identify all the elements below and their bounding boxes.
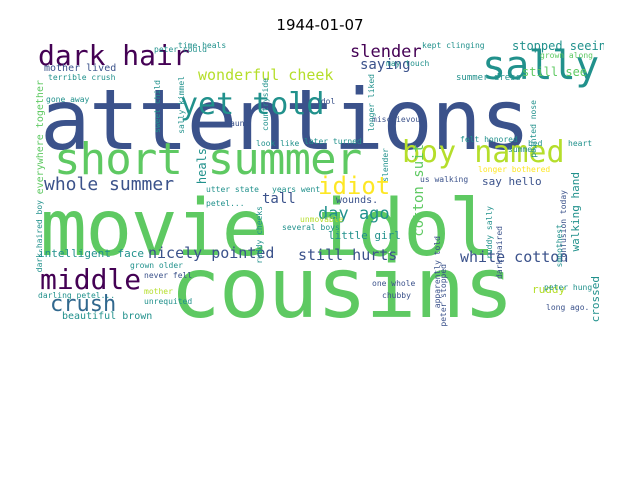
cloud-word: peter could bbox=[154, 45, 207, 54]
cloud-word: nicely pointed bbox=[148, 244, 275, 262]
cloud-word: yet told bbox=[180, 87, 325, 122]
cloud-word: walking hand bbox=[569, 172, 582, 252]
cloud-word: several boys bbox=[282, 223, 340, 232]
cloud-word: mother bbox=[144, 287, 173, 296]
cloud-word: stopped seeing bbox=[512, 40, 604, 53]
cloud-word: sally bbox=[482, 43, 599, 89]
cloud-word: intelligent face bbox=[38, 247, 144, 260]
cloud-word: countryside bbox=[261, 78, 270, 131]
cloud-word: white cotton bbox=[460, 248, 569, 266]
cloud-word: chubby bbox=[382, 291, 411, 300]
cloud-word: cousins bbox=[170, 239, 514, 326]
cloud-word: still see bbox=[522, 65, 588, 79]
cloud-word: unrequited bbox=[144, 297, 193, 306]
cloud-word: may touch bbox=[386, 59, 430, 68]
cloud-word: boy named bbox=[402, 135, 565, 170]
cloud-word: peter hung bbox=[544, 283, 593, 292]
cloud-word: heart bbox=[568, 139, 593, 148]
cloud-word: later turned bbox=[304, 137, 362, 146]
cloud-word: summer bbox=[508, 145, 537, 154]
cloud-word: whole summer bbox=[44, 174, 175, 195]
cloud-word: movie idol bbox=[40, 184, 496, 274]
cloud-word: grown older bbox=[130, 261, 183, 270]
cloud-word: ruddy sally bbox=[485, 206, 494, 259]
cloud-word: attentions bbox=[40, 71, 531, 169]
cloud-word: look like bbox=[256, 139, 300, 148]
cloud-word: wonderful cheek bbox=[198, 66, 334, 84]
cloud-word: dark hair bbox=[38, 40, 190, 72]
cloud-word: saying bbox=[360, 57, 411, 73]
cloud-word: us walking bbox=[420, 175, 469, 184]
cloud-word: idol bbox=[316, 97, 336, 106]
cloud-word: years went bbox=[272, 185, 321, 194]
cloud-word: ruddy cheeks bbox=[255, 206, 264, 264]
cloud-word: slender bbox=[350, 42, 422, 62]
cloud-word: bed bbox=[528, 139, 543, 148]
cloud-word: still hurts bbox=[298, 246, 398, 264]
cloud-word: sally kimmel bbox=[177, 76, 186, 134]
cloud-word: petel... bbox=[206, 199, 245, 208]
cloud-word: wounds. bbox=[336, 195, 379, 206]
cloud-word: gone away bbox=[46, 95, 90, 104]
cloud-word: little girl bbox=[328, 229, 401, 242]
cloud-word: cotton suit bbox=[411, 144, 427, 237]
cloud-word: dark-haired boy bbox=[36, 200, 44, 273]
cloud-word: tall bbox=[262, 191, 296, 207]
cloud-word: sweet child bbox=[153, 80, 162, 133]
cloud-word: longer bothered bbox=[478, 165, 551, 174]
cloud-word: one whole bbox=[372, 279, 416, 288]
cloud-word: mother lived bbox=[44, 63, 117, 74]
cloud-word: grown along bbox=[540, 51, 593, 60]
word-cloud: attentions movie idol cousins short summer b… bbox=[36, 40, 604, 326]
cloud-word: aunt bbox=[230, 119, 250, 128]
cloud-word: terrible crush bbox=[48, 73, 116, 82]
cloud-word: middle bbox=[40, 263, 142, 296]
cloud-word: ruddy bbox=[532, 283, 566, 296]
cloud-word: smoothest bbox=[555, 224, 564, 268]
cloud-word: unmovable bbox=[300, 215, 344, 224]
cloud-word: dark-haired bbox=[495, 226, 504, 279]
cloud-word: short summer bbox=[54, 134, 362, 185]
cloud-word: crush bbox=[50, 292, 117, 317]
cloud-word: long ago. bbox=[546, 303, 590, 312]
cloud-word: felt honored bbox=[460, 135, 518, 144]
chart-title: 1944-01-07 bbox=[276, 16, 364, 34]
cloud-word: never fell bbox=[144, 271, 193, 280]
cloud-word: kept clinging bbox=[422, 41, 485, 50]
cloud-word: everywhere together bbox=[36, 80, 46, 195]
cloud-word: day ago bbox=[318, 204, 390, 224]
cloud-word: summer dress bbox=[456, 73, 522, 83]
cloud-word: idiot bbox=[318, 172, 391, 200]
cloud-word: utter state bbox=[206, 185, 259, 194]
cloud-word: time heals bbox=[178, 41, 227, 50]
cloud-word: slender bbox=[381, 148, 390, 182]
cloud-word: mischievous bbox=[372, 115, 425, 124]
cloud-word: darling petel... bbox=[38, 291, 116, 300]
cloud-word: heals bbox=[195, 148, 209, 185]
cloud-word: say hello bbox=[482, 175, 542, 188]
cloud-word: longer liked bbox=[367, 74, 376, 132]
cloud-word: peter stopped bbox=[439, 264, 448, 326]
cloud-word: beautiful brown bbox=[62, 311, 153, 322]
